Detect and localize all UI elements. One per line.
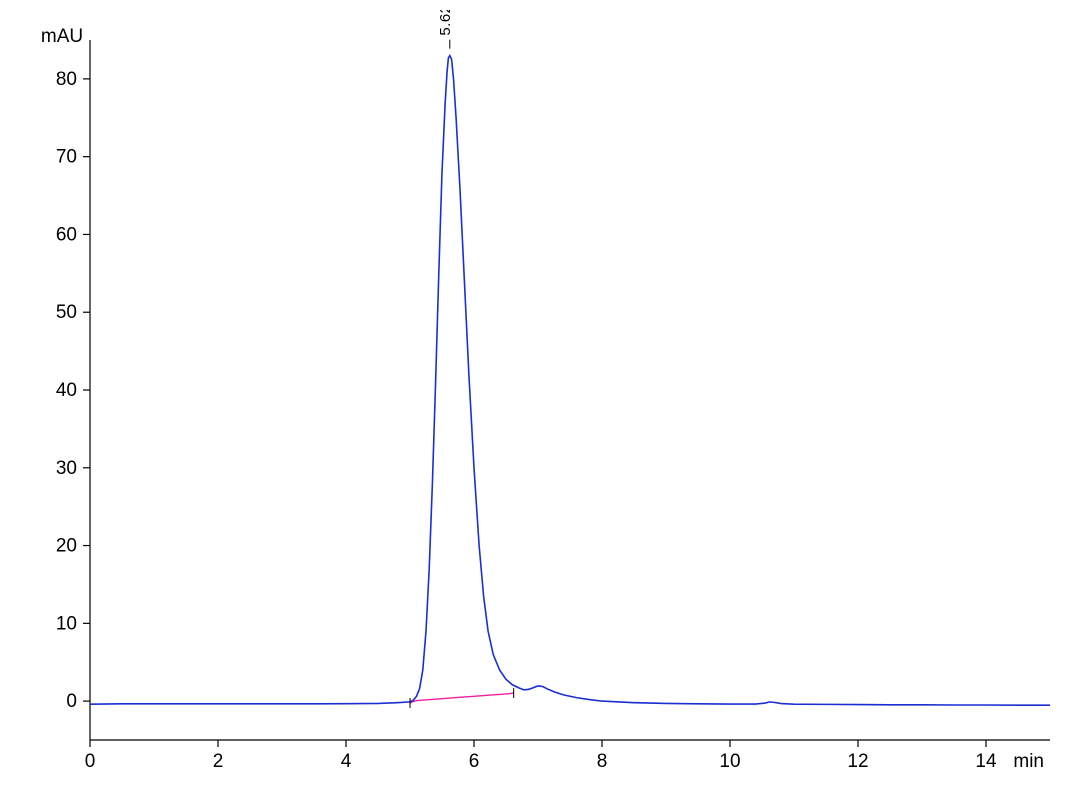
y-tick-label: 30 [56, 458, 77, 479]
x-tick-label: 2 [213, 751, 224, 772]
x-tick-label: 4 [341, 751, 352, 772]
signal-trace [90, 56, 1050, 706]
x-tick-label: 0 [85, 751, 96, 772]
y-axis-unit: mAU [41, 26, 83, 47]
y-tick-label: 80 [56, 69, 77, 90]
y-tick-label: 20 [56, 536, 77, 557]
x-tick-label: 10 [719, 751, 740, 772]
y-tick-label: 0 [66, 691, 77, 712]
x-tick-label: 14 [975, 751, 997, 772]
y-tick-label: 10 [56, 613, 77, 634]
y-tick-label: 70 [56, 147, 77, 168]
x-tick-label: 12 [847, 751, 868, 772]
y-tick-label: 50 [56, 302, 77, 323]
peak-label: 5.622 [437, 10, 454, 36]
chromatogram-chart: 0 2 4 6 8 10 12 14 min 0 10 20 30 40 50 60 70 80 mAU 5.622 [20, 10, 1060, 780]
x-tick-label: 6 [469, 751, 480, 772]
y-tick-label: 60 [56, 224, 77, 245]
x-tick-label: 8 [597, 751, 608, 772]
baseline-trace [410, 693, 514, 703]
x-axis-unit: min [1013, 751, 1044, 772]
chart-svg: 0 2 4 6 8 10 12 14 min 0 10 20 30 40 50 60 70 80 mAU 5.622 [20, 10, 1060, 780]
y-tick-label: 40 [56, 380, 77, 401]
